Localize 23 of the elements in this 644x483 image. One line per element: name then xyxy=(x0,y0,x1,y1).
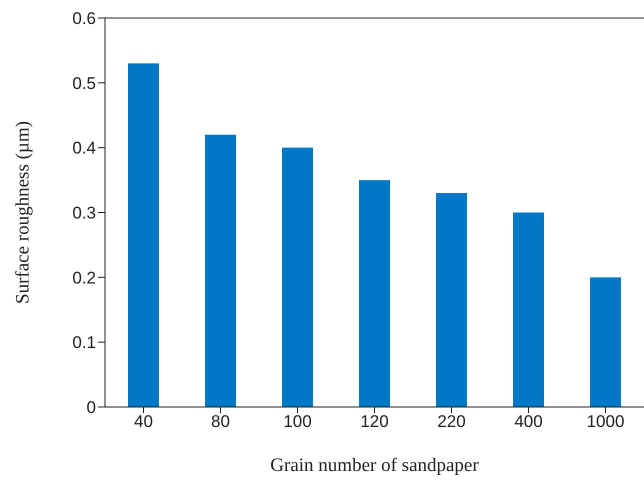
bar xyxy=(513,212,544,407)
x-tick-label: 400 xyxy=(514,412,543,432)
bar xyxy=(359,180,390,407)
x-tick-label: 120 xyxy=(360,412,389,432)
x-axis-title: Grain number of sandpaper xyxy=(270,455,480,476)
y-tick-label: 0.5 xyxy=(72,74,96,93)
bar xyxy=(590,277,621,407)
x-tick-label: 1000 xyxy=(586,412,624,432)
x-tick-label: 220 xyxy=(437,412,466,432)
y-tick-label: 0.1 xyxy=(72,333,96,352)
y-tick-label: 0.3 xyxy=(72,204,96,223)
y-tick-label: 0.4 xyxy=(72,138,96,158)
bar xyxy=(205,134,236,407)
x-tick-label: 40 xyxy=(134,412,153,432)
x-tick-label: 100 xyxy=(283,412,312,432)
bar xyxy=(436,193,467,407)
y-axis-title: Surface roughness (µm) xyxy=(12,121,34,304)
bar xyxy=(282,148,313,407)
bar xyxy=(128,63,159,407)
x-tick-label: 80 xyxy=(211,412,230,432)
y-tick-label: 0 xyxy=(86,398,96,418)
y-tick-label: 0.2 xyxy=(72,268,96,288)
y-tick-label: 0.6 xyxy=(72,9,96,28)
